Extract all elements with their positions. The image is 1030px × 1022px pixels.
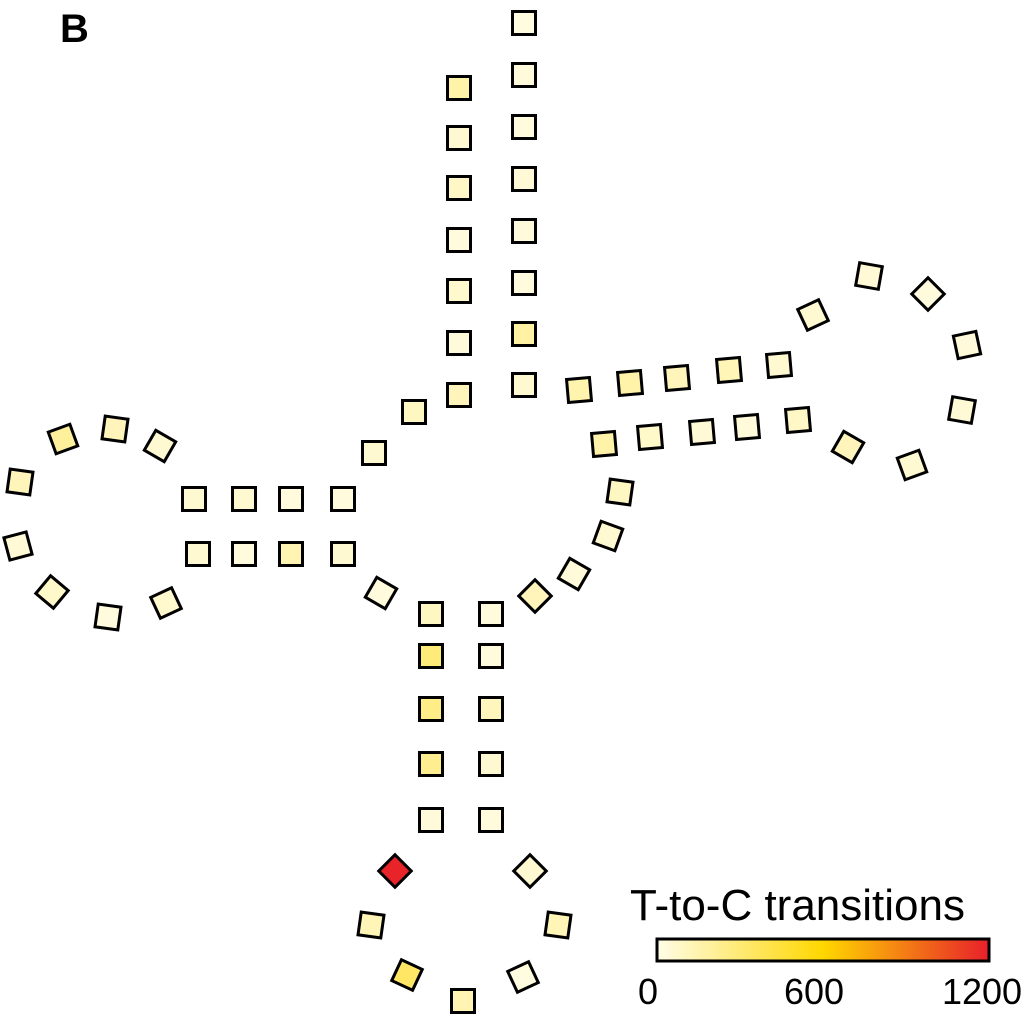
nucleotide-square — [33, 573, 71, 611]
nucleotide-square — [185, 541, 211, 567]
nucleotide-square — [418, 751, 444, 777]
nucleotide-square — [418, 807, 444, 833]
panel-label: B — [60, 7, 89, 51]
legend-title: T-to-C transitions — [630, 881, 965, 930]
nucleotide-square — [478, 601, 504, 627]
nucleotide-squares — [2, 10, 983, 1014]
color-legend: T-to-C transitions 0 600 1200 — [630, 881, 1022, 1012]
nucleotide-square — [556, 556, 592, 592]
nucleotide-square — [564, 375, 594, 405]
nucleotide-square — [446, 175, 472, 201]
nucleotide-square — [516, 577, 554, 615]
nucleotide-square — [446, 278, 472, 304]
legend-tick-1200: 1200 — [942, 971, 1022, 1012]
nucleotide-square — [446, 382, 472, 408]
nucleotide-square — [511, 114, 537, 140]
nucleotide-square — [418, 601, 444, 627]
nucleotide-square — [511, 372, 537, 398]
nucleotide-square — [543, 910, 573, 940]
nucleotide-square — [376, 852, 414, 890]
nucleotide-square — [909, 275, 947, 313]
nucleotide-square — [330, 486, 356, 512]
nucleotide-square — [5, 467, 35, 497]
nucleotide-square — [278, 541, 304, 567]
nucleotide-square — [181, 486, 207, 512]
nucleotide-square — [142, 428, 178, 464]
nucleotide-square — [732, 412, 762, 442]
nucleotide-square — [330, 541, 356, 567]
nucleotide-square — [418, 643, 444, 669]
nucleotide-square — [662, 363, 692, 393]
nucleotide-square — [356, 910, 386, 940]
nucleotide-square — [46, 422, 80, 456]
nucleotide-square — [450, 988, 476, 1014]
legend-tick-0: 0 — [638, 971, 658, 1012]
nucleotide-square — [2, 530, 34, 562]
nucleotide-square — [895, 448, 929, 482]
nucleotide-square — [148, 585, 184, 621]
legend-colorbar — [655, 937, 991, 963]
nucleotide-square — [478, 643, 504, 669]
nucleotide-square — [93, 602, 123, 632]
nucleotide-square — [795, 297, 831, 333]
nucleotide-square — [446, 75, 472, 101]
nucleotide-square — [511, 270, 537, 296]
nucleotide-square — [764, 350, 794, 380]
nucleotide-square — [853, 260, 885, 292]
nucleotide-square — [231, 541, 257, 567]
nucleotide-square — [783, 405, 813, 435]
legend-tick-600: 600 — [784, 971, 844, 1012]
nucleotide-square — [418, 696, 444, 722]
nucleotide-square — [478, 751, 504, 777]
nucleotide-square — [946, 394, 978, 426]
nucleotide-square — [511, 218, 537, 244]
nucleotide-square — [635, 422, 665, 452]
nucleotide-square — [446, 125, 472, 151]
nucleotide-square — [511, 321, 537, 347]
nucleotide-square — [511, 10, 537, 36]
nucleotide-square — [511, 852, 549, 890]
nucleotide-square — [446, 227, 472, 253]
nucleotide-square — [278, 486, 304, 512]
nucleotide-square — [687, 417, 717, 447]
nucleotide-square — [714, 355, 744, 385]
nucleotide-square — [591, 519, 625, 553]
nucleotide-square — [363, 575, 399, 611]
nucleotide-square — [401, 399, 427, 425]
nucleotide-square — [446, 330, 472, 356]
nucleotide-square — [605, 477, 635, 507]
nucleotide-square — [478, 696, 504, 722]
nucleotide-square — [389, 957, 425, 993]
nucleotide-square — [505, 959, 541, 995]
nucleotide-square — [231, 486, 257, 512]
nucleotide-square — [589, 429, 619, 459]
nucleotide-square — [830, 429, 866, 465]
nucleotide-square — [478, 807, 504, 833]
nucleotide-square — [951, 329, 983, 361]
nucleotide-square — [511, 166, 537, 192]
nucleotide-square — [615, 368, 645, 398]
nucleotide-square — [100, 414, 130, 444]
nucleotide-square — [511, 62, 537, 88]
nucleotide-square — [361, 440, 387, 466]
